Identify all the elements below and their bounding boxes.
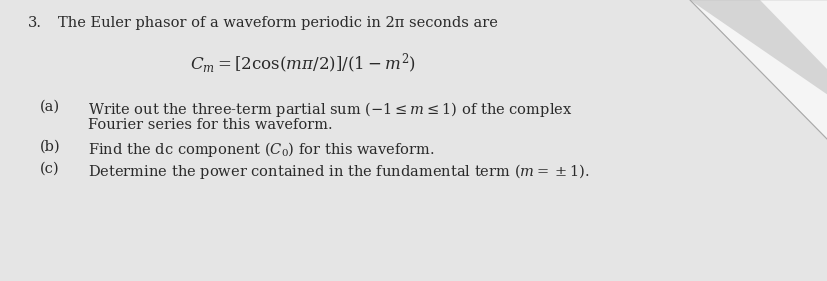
Text: (b): (b) [40, 140, 60, 154]
Text: Find the dc component ($C_0$) for this waveform.: Find the dc component ($C_0$) for this w… [88, 140, 434, 159]
Polygon shape [689, 0, 827, 140]
Text: Write out the three-term partial sum ($-1 \leq m \leq 1$) of the complex: Write out the three-term partial sum ($-… [88, 100, 571, 119]
Text: Determine the power contained in the fundamental term ($m = \pm 1$).: Determine the power contained in the fun… [88, 162, 589, 181]
Text: (a): (a) [40, 100, 60, 114]
Text: (c): (c) [40, 162, 60, 176]
Text: $C_m = [2\cos(m\pi/2)]/(1 - m^2)$: $C_m = [2\cos(m\pi/2)]/(1 - m^2)$ [189, 52, 415, 76]
Text: 3.: 3. [28, 16, 42, 30]
Text: The Euler phasor of a waveform periodic in 2π seconds are: The Euler phasor of a waveform periodic … [58, 16, 497, 30]
Polygon shape [689, 0, 827, 95]
Text: Fourier series for this waveform.: Fourier series for this waveform. [88, 118, 332, 132]
